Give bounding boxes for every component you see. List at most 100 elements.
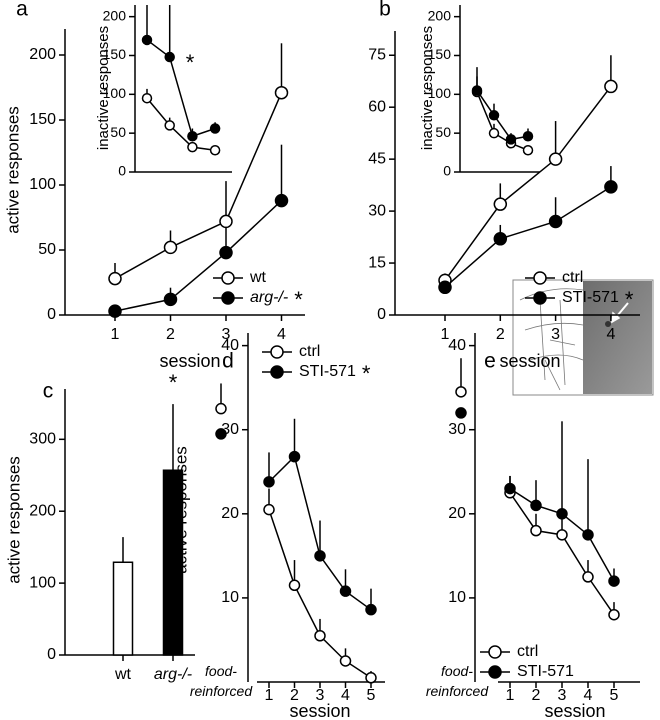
data-point [187, 141, 198, 153]
data-point [530, 524, 542, 537]
data-point [608, 608, 620, 621]
data-point [164, 120, 175, 131]
y-tick-label: 200 [428, 7, 452, 23]
x-tick-label: 2 [496, 326, 505, 343]
data-point [108, 271, 122, 286]
data-point [488, 110, 500, 121]
data-point [163, 292, 178, 307]
x-tick-label: 2 [532, 687, 541, 704]
y-tick-label: 100 [29, 574, 56, 591]
legend-label: ctrl [517, 643, 538, 660]
y-tick-label: 0 [443, 163, 451, 179]
data-point [505, 134, 517, 145]
brain-section-image [512, 279, 654, 396]
data-point [548, 214, 563, 229]
significance-mark: * [186, 50, 195, 75]
x-tick-label: wt [114, 666, 132, 683]
data-point [438, 280, 452, 295]
x-tick-label: 3 [316, 687, 325, 704]
bar [162, 469, 184, 656]
data-point [108, 304, 122, 318]
x-tick-label: 4 [606, 326, 615, 343]
data-point [504, 482, 516, 495]
reference-point [215, 402, 227, 415]
panel-label: b [379, 0, 391, 21]
legend-label: wt [249, 269, 267, 286]
data-point [164, 51, 175, 63]
y-tick-label: 45 [368, 150, 386, 167]
data-point [263, 476, 275, 488]
legend-label: STI-571 [299, 363, 356, 380]
data-point [582, 571, 594, 583]
x-tick-label: 1 [111, 326, 120, 343]
data-point [582, 529, 594, 541]
y-tick-label: 50 [110, 124, 126, 140]
y-tick-label: 150 [103, 46, 127, 62]
series-line [476, 91, 529, 151]
y-tick-label: 0 [377, 306, 386, 323]
y-tick-label: 10 [448, 589, 466, 606]
data-point [604, 180, 618, 194]
x-tick-label: 3 [558, 687, 567, 704]
data-point [493, 232, 508, 246]
data-point [530, 499, 542, 512]
legend-label: STI-571 [562, 289, 619, 306]
legend-marker [270, 345, 284, 359]
y-tick-label: 10 [221, 589, 239, 606]
y-tick-label: 150 [428, 46, 452, 62]
tissue-half [583, 281, 652, 394]
panel-label: c [43, 380, 54, 403]
y-tick-label: 50 [38, 241, 56, 258]
atlas-lines [519, 288, 584, 391]
series-line [114, 200, 283, 312]
series-line [444, 85, 612, 281]
data-point [263, 503, 275, 516]
series-line [146, 97, 216, 151]
y-tick-label: 200 [29, 46, 56, 63]
legend-marker [533, 271, 547, 285]
data-point [288, 579, 301, 592]
panel-label: e [484, 350, 496, 373]
legend-marker [488, 645, 502, 659]
y-tick-label: 20 [448, 505, 466, 522]
y-axis-title: active responses [3, 106, 22, 234]
x-tick-label: 4 [277, 326, 286, 343]
data-point [522, 145, 534, 156]
y-tick-label: 100 [29, 176, 56, 193]
legend-note: * [362, 361, 371, 386]
x-tick-label: 4 [341, 687, 350, 704]
data-point [288, 450, 301, 463]
legend-marker [533, 291, 547, 305]
y-tick-label: 20 [221, 505, 239, 522]
data-point [314, 550, 326, 562]
data-point [209, 145, 221, 156]
y-axis-title: active responses [4, 456, 23, 584]
reference-label: food-reinforced [426, 663, 489, 699]
y-tick-label: 200 [29, 502, 56, 519]
legend-label: STI-571 [517, 663, 574, 680]
y-tick-label: 40 [448, 337, 466, 354]
data-point [219, 214, 233, 229]
reference-point [455, 386, 467, 398]
series-line [146, 39, 216, 138]
data-point [522, 131, 534, 142]
x-tick-label: 2 [290, 687, 299, 704]
data-point [556, 529, 568, 541]
reference-label: food-reinforced [190, 663, 253, 699]
x-tick-label: arg-/- [154, 666, 192, 683]
data-point [141, 92, 153, 104]
data-point [556, 508, 568, 520]
data-point [471, 85, 483, 96]
x-tick-label: 2 [166, 326, 175, 343]
legend-marker [270, 365, 284, 379]
y-axis-title: active responses [171, 446, 190, 574]
data-point [604, 79, 618, 94]
panel-label: d [222, 350, 234, 373]
legend-marker [221, 291, 235, 305]
reference-point [455, 407, 467, 419]
lesion-spot [605, 321, 611, 327]
y-tick-label: 40 [221, 337, 239, 354]
reference-point [215, 428, 227, 440]
